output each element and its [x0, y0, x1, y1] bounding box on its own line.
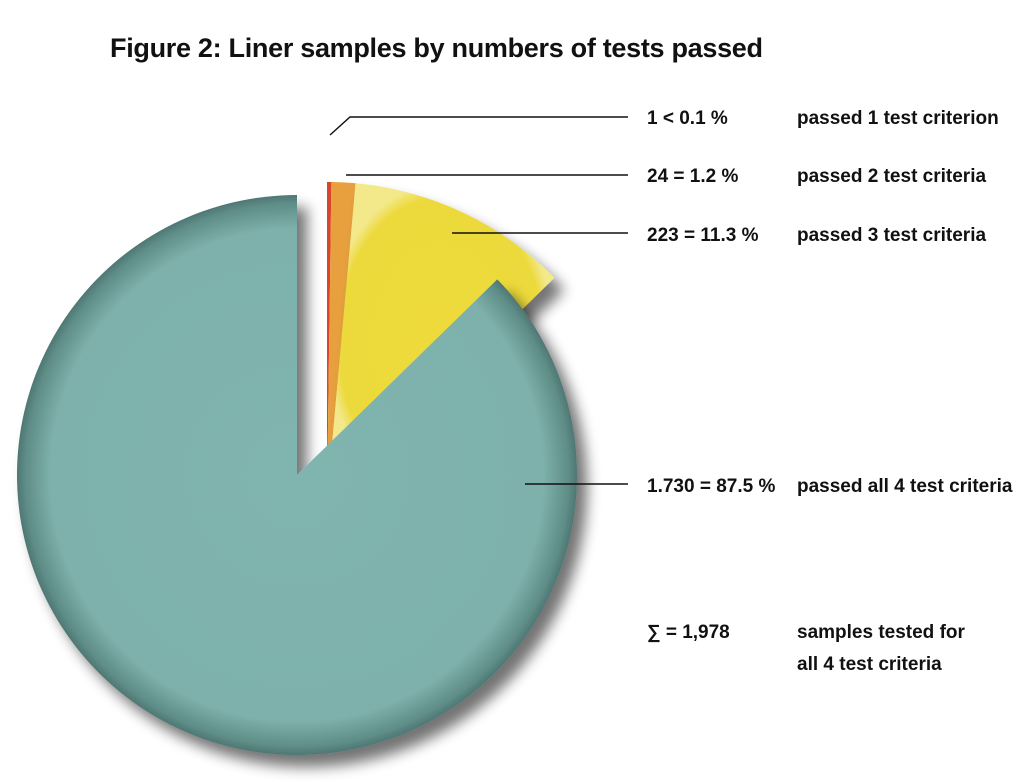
slice-value-label-4: 1.730 = 87.5 %	[647, 476, 775, 497]
slice-value-label-1: 1 < 0.1 %	[647, 108, 728, 129]
slice-description-1: passed 1 test criterion	[797, 108, 999, 129]
leader-line-1	[329, 116, 628, 136]
slice-description-4: passed all 4 test criteria	[797, 476, 1013, 497]
slice-value-label-3: 223 = 11.3 %	[647, 225, 759, 246]
total-description-line-1: samples tested for	[797, 622, 965, 643]
total-value-label: ∑ = 1,978	[647, 622, 730, 643]
pie-slice-2	[327, 182, 356, 500]
chart-title: Figure 2: Liner samples by numbers of te…	[110, 33, 763, 63]
slice-description-2: passed 2 test criteria	[797, 166, 986, 187]
leader-lines	[329, 116, 628, 485]
slice-description-3: passed 3 test criteria	[797, 225, 986, 246]
pie-slice-1	[327, 182, 332, 500]
slice-value-label-2: 24 = 1.2 %	[647, 166, 738, 187]
pie-slice-4	[17, 195, 578, 755]
pie-slices	[17, 182, 578, 755]
legend-labels: 1 < 0.1 % passed 1 test criterion 24 = 1…	[647, 108, 1013, 675]
total-description-line-2: all 4 test criteria	[797, 654, 942, 675]
